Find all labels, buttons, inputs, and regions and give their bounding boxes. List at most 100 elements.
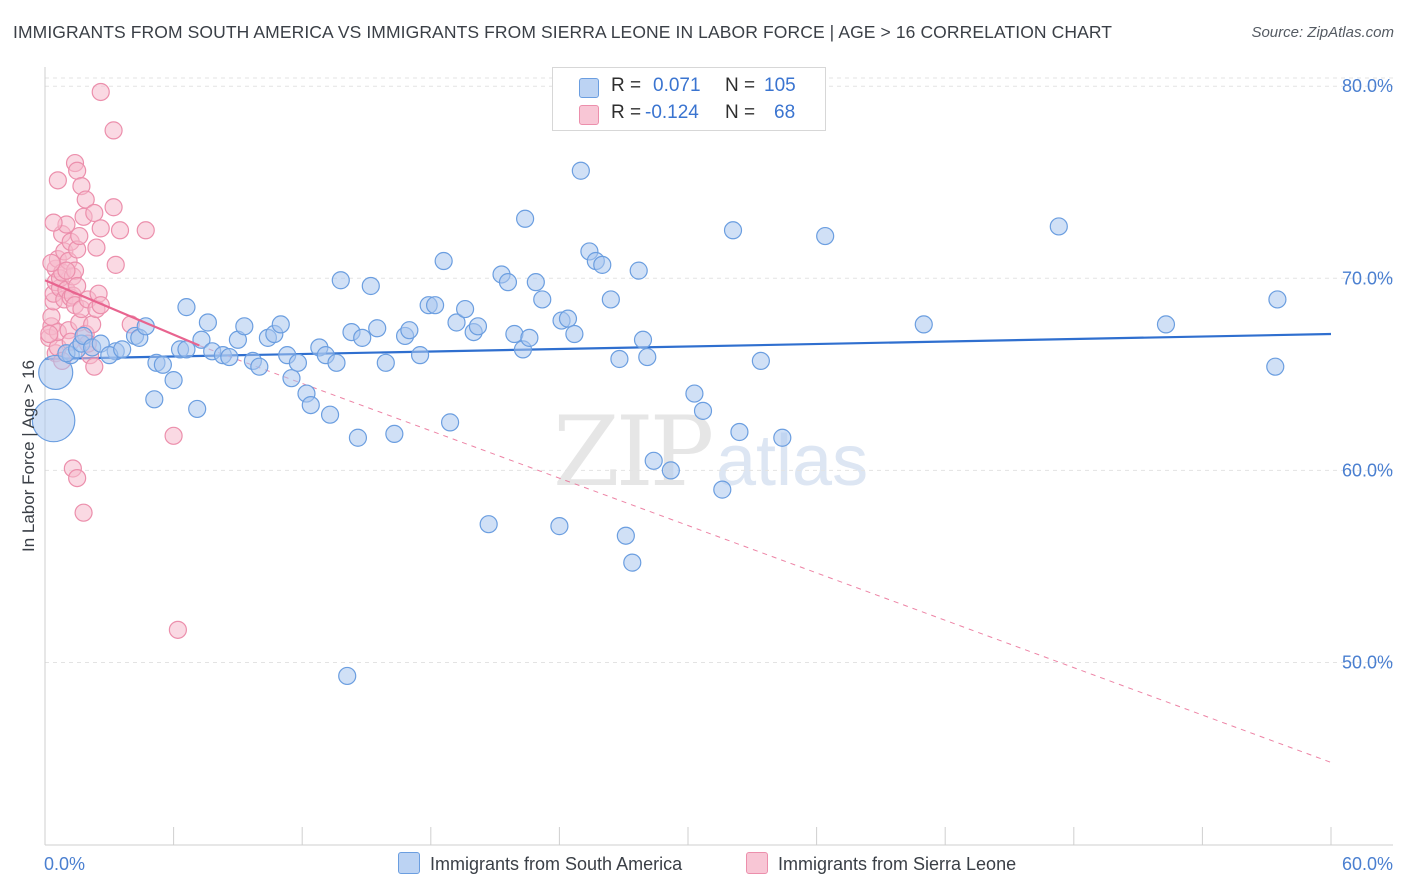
south-america-point [644,451,663,470]
sierra-leone-point [85,203,104,223]
south-america-point [320,405,340,424]
south-america-point [327,353,346,372]
south-america-point [693,401,713,420]
south-america-point [188,399,207,419]
y-tick-label: 70.0% [1342,268,1393,288]
south-america-point [638,347,657,367]
sierra-leone-point [40,324,59,344]
sierra-leone-point [168,620,187,639]
legend-n-label: N = [725,75,756,96]
south-america-point [38,354,74,391]
south-america-point [198,313,217,332]
south-america-point [385,424,404,444]
south-america-point [31,398,76,443]
south-america-point [816,226,835,246]
source-label: Source: ZipAtlas.com [1251,24,1394,41]
south-america-point [235,317,254,336]
sierra-leone-point [164,426,183,445]
sierra-leone-point [48,171,67,190]
south-america-point [1266,357,1285,376]
legend-row-sierra-leone: R = -0.124 N = 68 [553,99,825,127]
south-america-point [177,298,196,317]
south-america-point [751,351,770,371]
y-axis-label: In Labor Force | Age > 16 [19,360,38,552]
x-tick-label-min: 0.0% [44,854,85,874]
sierra-leone-point [68,161,87,180]
south-america-point [164,371,183,390]
south-america-point [533,290,552,309]
sierra-leone-point [85,357,104,376]
south-america-point [447,313,466,332]
south-america-point [220,347,239,367]
south-america-point [348,428,368,447]
south-america-point [410,346,430,365]
south-america-point [661,461,680,480]
south-america-point [685,384,704,403]
south-america-point [730,422,749,442]
south-america-point [331,271,350,290]
south-america-point [250,357,269,376]
sierra-leone-point [42,307,61,326]
south-america-point [425,296,445,315]
south-america-point [633,330,653,349]
y-tick-label: 60.0% [1342,460,1393,480]
south-america-point [505,324,524,344]
bottom-legend-sierra-leone: Immigrants from Sierra Leone [746,852,1016,875]
sierra-leone-point [106,255,125,274]
south-america-point [153,355,172,374]
south-america-point [526,273,545,292]
south-america-point [550,517,569,536]
sierra-leone-point [74,503,93,522]
sierra-leone-point [76,190,95,209]
watermark-zip: ZIP [553,396,714,508]
south-america-points [31,161,1287,686]
sierra-leone-point [70,226,89,246]
south-america-point [400,321,419,340]
sierra-leone-point [136,221,155,240]
legend-n-label: N = [725,102,756,123]
south-america-point [455,299,475,319]
sierra-leone-point [57,261,76,280]
legend-n-value: 105 [764,75,796,96]
sierra-leone-point [104,121,123,140]
y-tick-label: 80.0% [1342,76,1393,96]
correlation-legend: R = 0.071 N = 105 R = -0.124 N = 68 [552,67,826,131]
gridlines [45,77,1393,664]
south-america-point [914,315,933,334]
bottom-legend-swatch-pink [746,852,768,874]
south-america-point [616,526,635,545]
sierra-leone-point [104,198,123,217]
sierra-leone-trend-line [44,279,200,347]
legend-r-value: 0.071 [653,75,701,96]
bottom-legend-label: Immigrants from South America [430,854,683,874]
bottom-legend-swatch-blue [398,852,420,874]
south-america-point [271,315,290,334]
legend-swatch-pink [579,105,599,125]
south-america-point [713,480,732,499]
south-america-point [601,290,620,309]
south-america-point [516,209,535,228]
x-tick-label-max: 60.0% [1342,854,1393,874]
tick-labels: 50.0% 60.0% 70.0% 80.0% 0.0% 60.0% [44,76,1393,874]
bottom-legend-south-america: Immigrants from South America [398,852,682,875]
sierra-leone-point [68,468,87,488]
sierra-leone-point [87,238,106,257]
south-america-point [1156,315,1176,334]
sierra-leone-point [44,213,63,232]
south-america-point [623,553,642,572]
south-america-point [1049,217,1068,236]
south-america-point [571,161,590,180]
south-america-point [440,413,460,432]
south-america-point [361,276,380,296]
south-america-point [610,349,629,369]
south-america-point [723,221,743,240]
south-america-point [434,251,453,271]
south-america-point [288,353,308,372]
legend-n-value: 68 [774,102,796,123]
sierra-leone-point [91,219,110,238]
legend-r-label: R = [611,102,642,123]
chart-title: IMMIGRANTS FROM SOUTH AMERICA VS IMMIGRA… [13,22,1113,42]
south-america-point [113,340,132,359]
south-america-point [629,261,648,280]
